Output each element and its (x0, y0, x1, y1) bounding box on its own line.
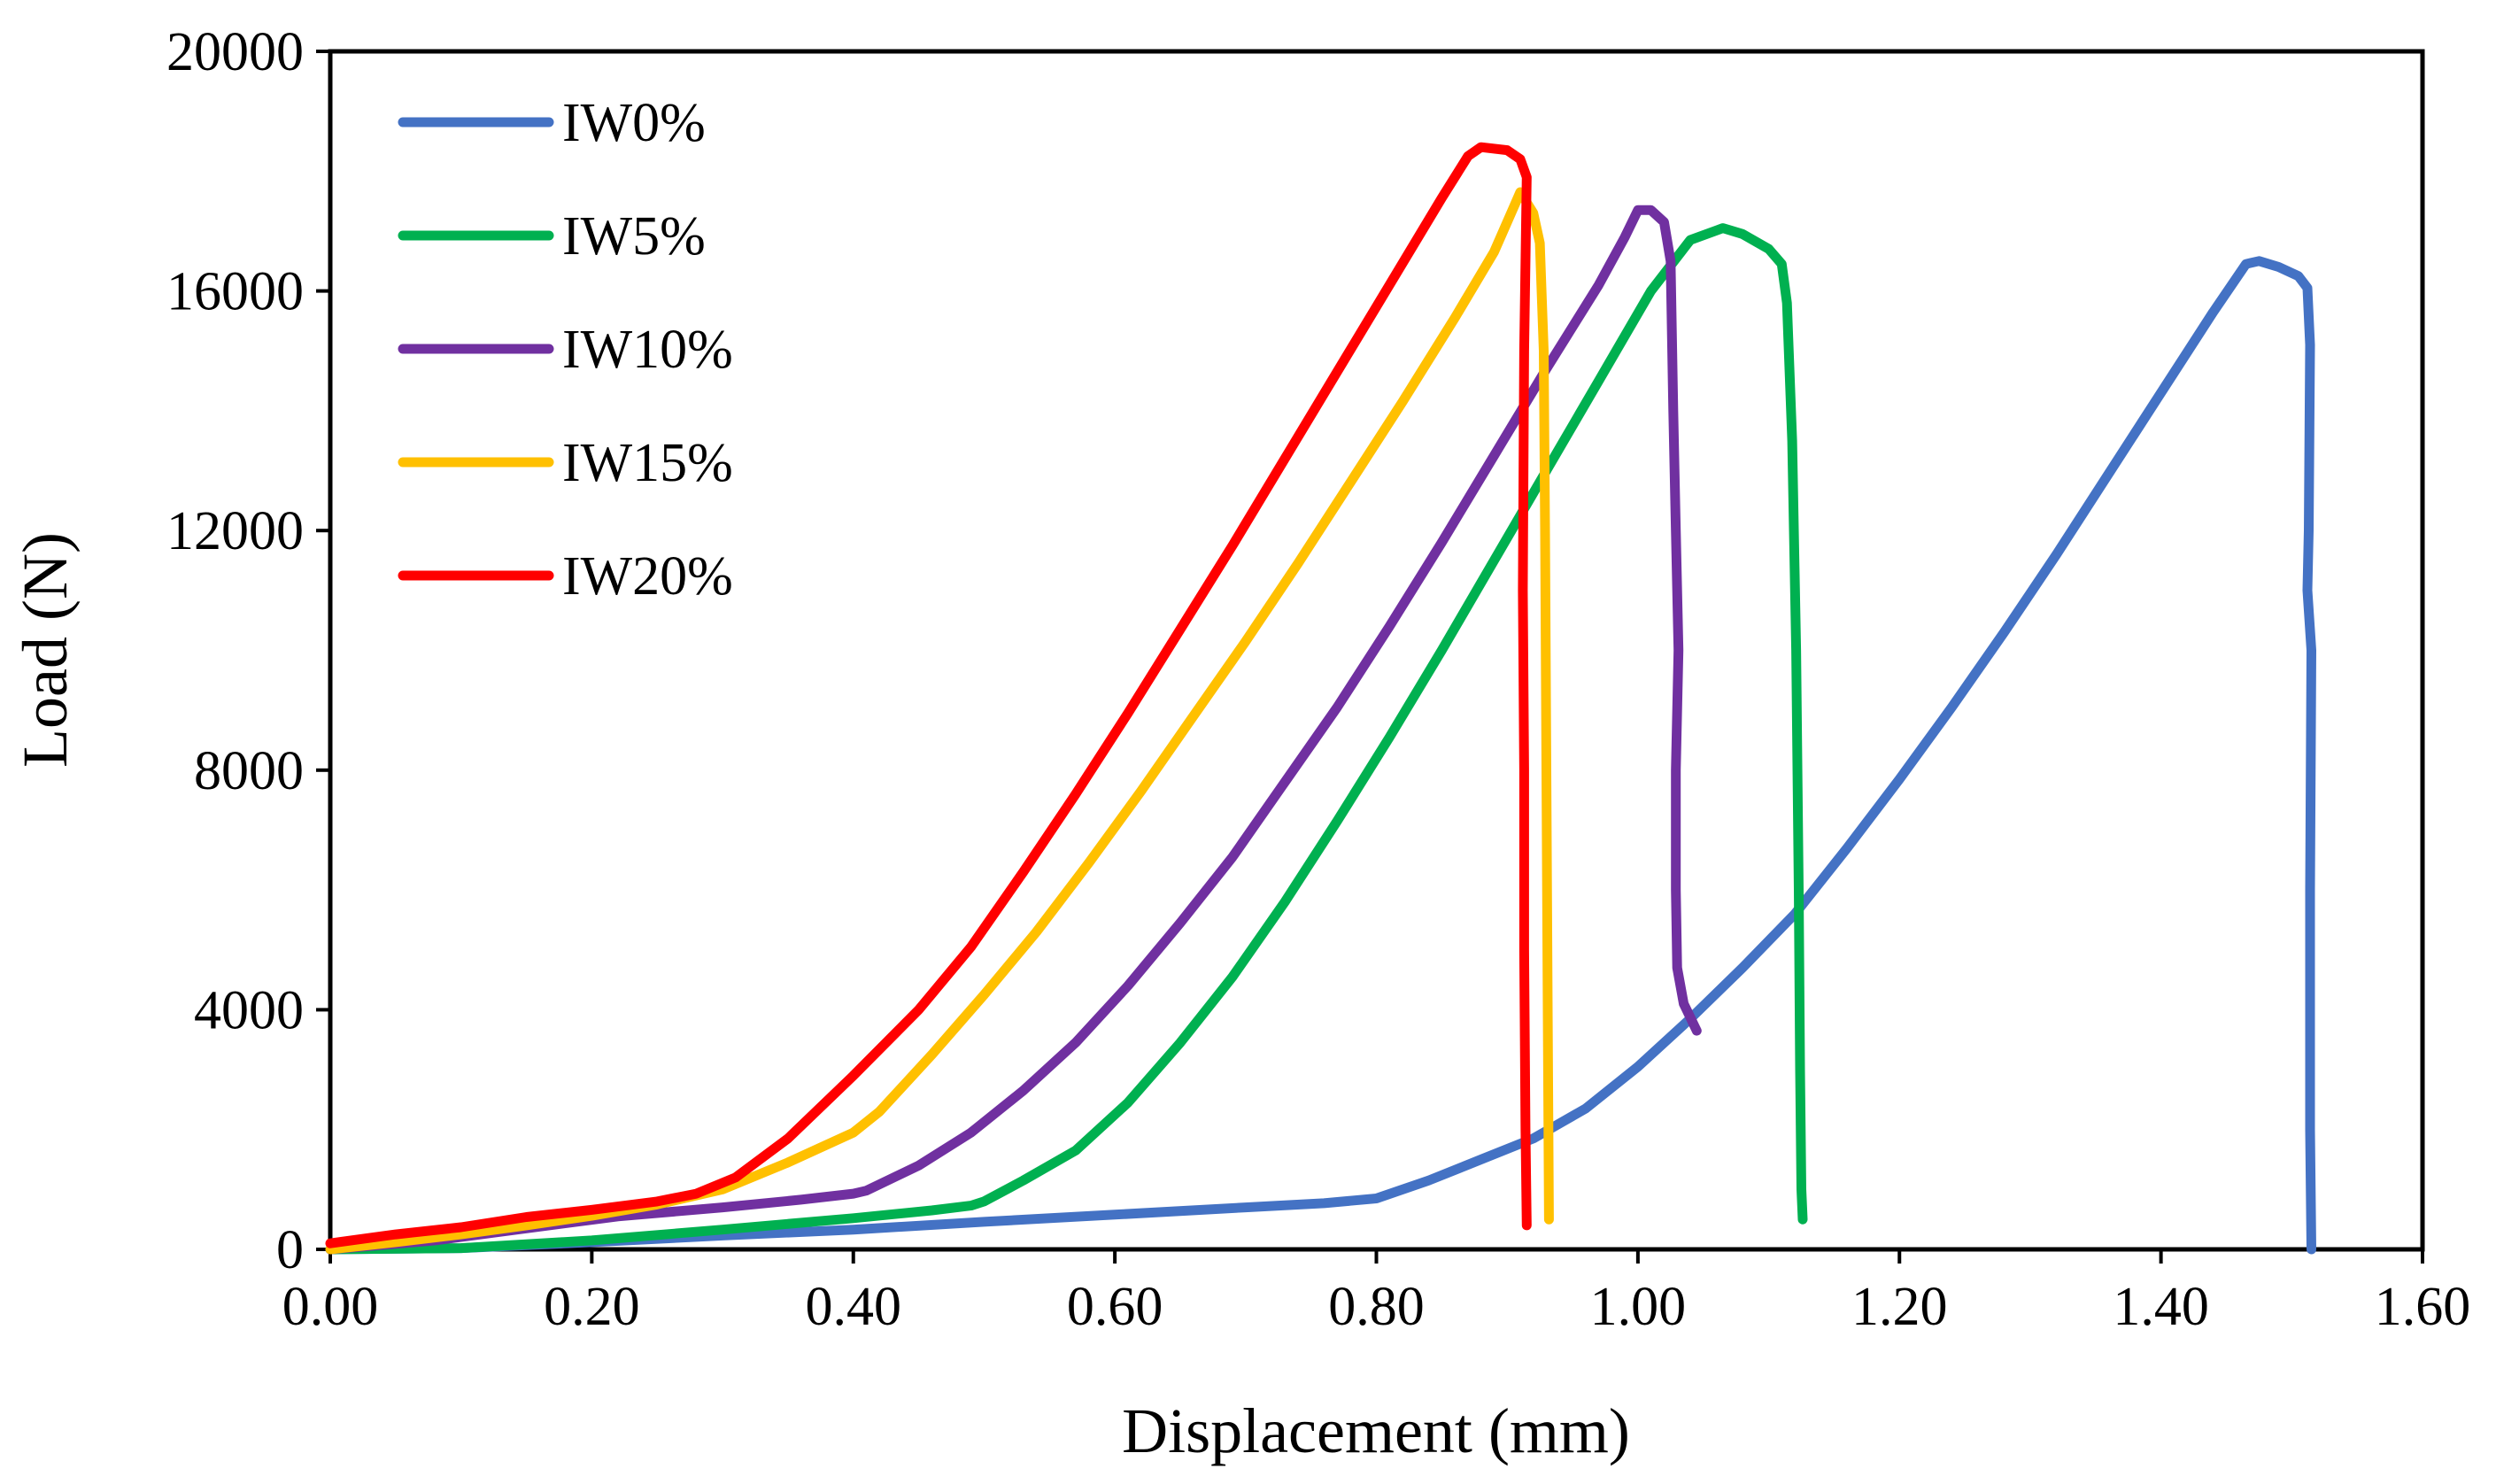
series-line-iw10-pct (325, 205, 1702, 1255)
y-tick-label: 20000 (166, 22, 304, 82)
y-axis-title: Load (N) (10, 532, 81, 768)
x-tick-label: 0.00 (282, 1277, 379, 1337)
x-tick-label: 1.40 (2113, 1277, 2209, 1337)
y-tick-label: 4000 (194, 980, 304, 1040)
legend-label: IW10% (562, 320, 733, 380)
legend-label: IW15% (562, 433, 733, 493)
x-tick-label: 0.40 (806, 1277, 902, 1337)
legend-label: IW5% (562, 206, 706, 267)
x-tick-label: 0.20 (544, 1277, 640, 1337)
series-line-iw5-pct (325, 223, 1808, 1255)
x-axis-title: Displacement (mm) (1122, 1395, 1630, 1466)
series-lines (325, 142, 2316, 1255)
series-line-iw0-pct (325, 256, 2316, 1255)
x-tick-label: 0.80 (1328, 1277, 1425, 1337)
y-tick-label: 0 (276, 1220, 304, 1280)
x-tick-label: 1.20 (1851, 1277, 1948, 1337)
series-line-iw20-pct (325, 142, 1532, 1248)
x-tick-label: 1.60 (2375, 1277, 2471, 1337)
x-tick-label: 0.60 (1067, 1277, 1163, 1337)
legend-label: IW0% (562, 93, 706, 153)
x-tick-label: 1.00 (1590, 1277, 1687, 1337)
legend: IW0% IW5% IW10% IW15% IW20% (398, 93, 733, 607)
x-axis-ticks: 0.00 0.20 0.40 0.60 0.80 1.00 1.20 1.40 1.60 (282, 1249, 2471, 1337)
legend-label: IW20% (562, 546, 733, 607)
y-tick-label: 8000 (194, 741, 304, 801)
y-tick-label: 16000 (166, 262, 304, 322)
y-axis-ticks: 0 4000 8000 12000 16000 20000 (166, 22, 330, 1280)
y-tick-label: 12000 (166, 501, 304, 561)
